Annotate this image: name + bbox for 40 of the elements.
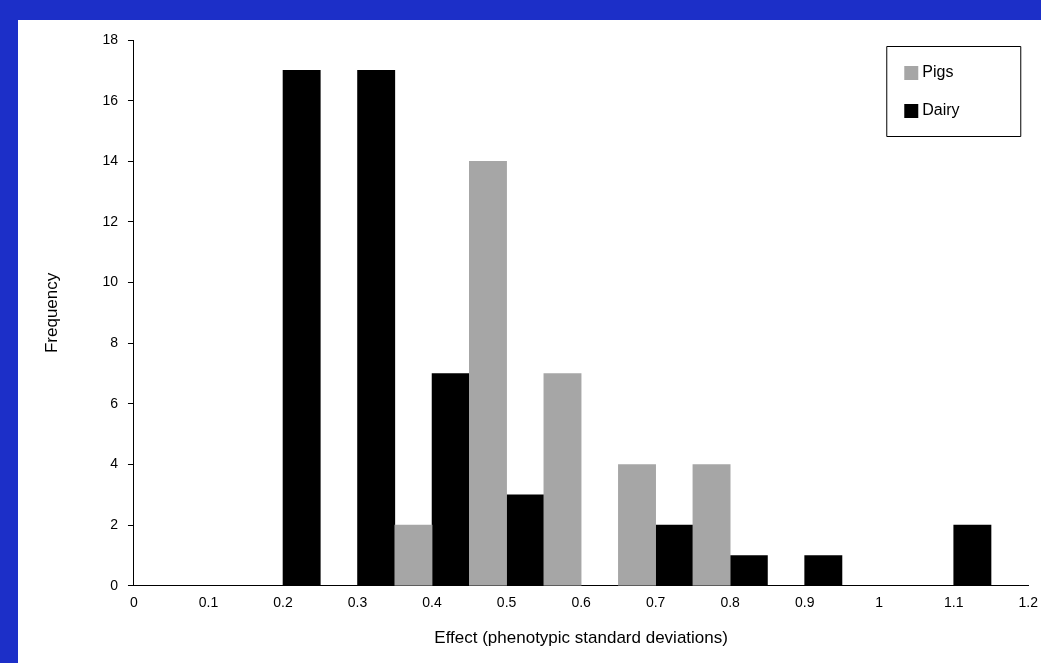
x-tick-label: 0.5: [496, 594, 517, 611]
x-tick-label: 0.9: [794, 594, 815, 611]
x-tick-label: 0.1: [198, 594, 219, 611]
y-tick-label: 12: [102, 212, 119, 229]
bar: [729, 555, 768, 586]
x-tick-label: 0.3: [347, 594, 368, 611]
y-tick-label: 8: [110, 334, 119, 351]
bar: [692, 464, 731, 586]
x-tick-label: 0: [130, 594, 139, 611]
bar: [357, 69, 396, 586]
x-tick-label: 0.6: [571, 594, 592, 611]
bar: [618, 464, 656, 586]
y-axis-title: Frequency: [41, 272, 61, 354]
y-tick-label: 2: [110, 516, 119, 533]
x-tick-label: 0.7: [645, 594, 666, 611]
bar: [506, 494, 545, 586]
bar: [394, 524, 433, 586]
bar: [543, 373, 582, 586]
x-tick-label: 1.1: [944, 594, 964, 611]
y-tick-label: 10: [102, 273, 119, 290]
x-tick-label: 0.8: [720, 594, 741, 611]
x-tick-label: 0.2: [273, 594, 293, 611]
legend-label: Pigs: [922, 63, 954, 81]
y-tick-label: 14: [102, 152, 119, 169]
bar: [655, 524, 694, 586]
bar: [431, 373, 470, 586]
x-tick-label: 1.2: [1018, 594, 1039, 611]
x-axis-title: Effect (phenotypic standard deviations): [434, 628, 728, 648]
bar: [469, 160, 507, 586]
bar: [953, 524, 992, 586]
y-tick-label: 18: [102, 30, 119, 47]
legend-label: Dairy: [922, 101, 960, 119]
y-tick-label: 16: [102, 91, 119, 108]
x-tick-label: 1: [875, 594, 884, 611]
y-tick-label: 6: [110, 394, 119, 411]
y-tick-label: 0: [110, 576, 119, 593]
bar: [804, 555, 843, 586]
x-tick-label: 0.4: [422, 594, 443, 611]
y-tick-label: 4: [110, 455, 119, 472]
bar: [282, 69, 321, 586]
